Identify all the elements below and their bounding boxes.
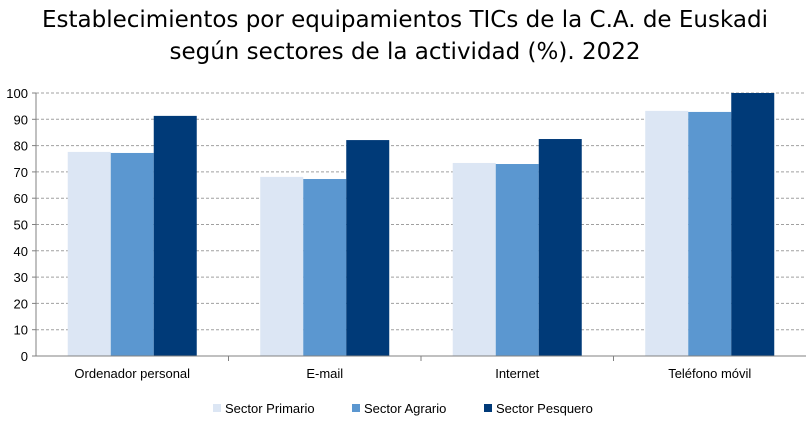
title-line-1: Establecimientos por equipamientos TICs … — [42, 7, 768, 33]
y-tick-label: 70 — [14, 165, 28, 180]
chart-title: Establecimientos por equipamientos TICs … — [0, 4, 810, 68]
legend-label: Sector Primario — [225, 401, 315, 416]
bar-sector-pesquero — [731, 93, 775, 356]
legend-swatch — [213, 404, 221, 412]
y-tick-label: 50 — [14, 218, 28, 233]
bar-sector-primario — [452, 162, 496, 356]
legend-swatch — [352, 404, 360, 412]
y-tick-label: 30 — [14, 270, 28, 285]
bar-sector-agrario — [495, 164, 539, 356]
y-tick-label: 0 — [21, 349, 28, 364]
bar-sector-agrario — [688, 111, 732, 356]
bar-sector-pesquero — [153, 115, 197, 356]
y-tick-label: 60 — [14, 191, 28, 206]
legend-label: Sector Agrario — [364, 401, 446, 416]
bar-sector-pesquero — [538, 139, 582, 356]
y-tick-label: 80 — [14, 139, 28, 154]
title-line-2: según sectores de la actividad (%). 2022 — [169, 39, 641, 65]
x-tick-label: E-mail — [306, 366, 343, 381]
bar-sector-primario — [260, 176, 304, 356]
legend-swatch — [484, 404, 492, 412]
bar-sector-primario — [645, 110, 689, 356]
y-tick-label: 100 — [6, 86, 28, 101]
bar-sector-agrario — [303, 179, 347, 356]
bar-sector-pesquero — [346, 140, 390, 356]
x-tick-label: Ordenador personal — [74, 366, 190, 381]
bar-sector-primario — [67, 151, 111, 356]
legend-label: Sector Pesquero — [496, 401, 593, 416]
y-tick-label: 10 — [14, 323, 28, 338]
y-tick-label: 90 — [14, 112, 28, 127]
y-tick-label: 40 — [14, 244, 28, 259]
bar-sector-agrario — [110, 152, 154, 356]
y-tick-label: 20 — [14, 296, 28, 311]
x-tick-label: Teléfono móvil — [668, 366, 751, 381]
x-tick-label: Internet — [495, 366, 539, 381]
